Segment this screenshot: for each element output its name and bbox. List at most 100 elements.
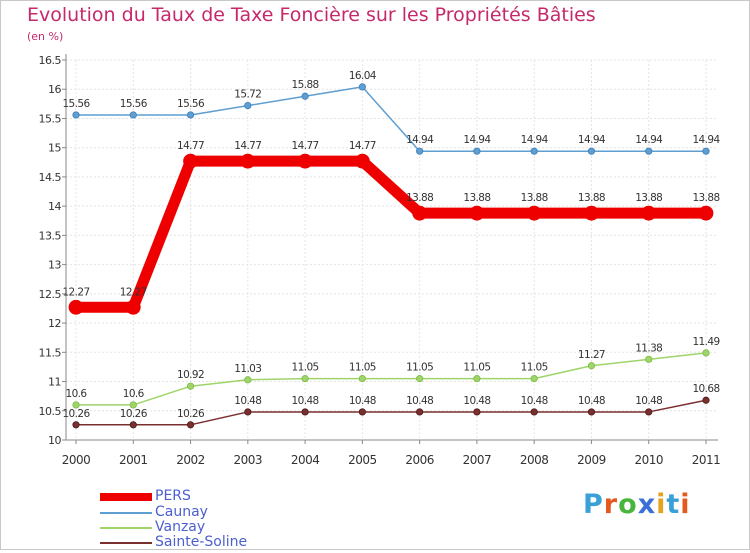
- data-point-sainte-soline: [702, 396, 710, 404]
- data-point-caunay: [244, 102, 252, 110]
- data-point-vanzay: [186, 382, 195, 390]
- data-label-sainte-soline: 10.26: [177, 408, 205, 420]
- logo-letter: t: [666, 489, 681, 520]
- data-point-vanzay: [416, 375, 424, 383]
- data-label-caunay: 14.94: [692, 134, 720, 146]
- data-point-vanzay: [129, 401, 137, 409]
- data-label-sainte-soline: 10.48: [349, 395, 376, 407]
- data-point-caunay: [186, 111, 195, 119]
- legend-label-caunay: Caunay: [155, 504, 208, 520]
- data-label-vanzay: 11.05: [292, 362, 319, 374]
- data-label-caunay: 15.56: [177, 98, 205, 110]
- xtick-label: 2000: [62, 453, 91, 467]
- xtick-label: 2005: [348, 453, 377, 467]
- legend-label-vanzay: Vanzay: [155, 519, 206, 535]
- logo-letter: x: [637, 489, 657, 520]
- data-label-sainte-soline: 10.68: [692, 383, 719, 395]
- data-point-sainte-soline: [301, 408, 309, 416]
- data-point-sainte-soline: [358, 408, 366, 416]
- data-label-vanzay: 11.05: [349, 362, 376, 374]
- legend-label-pers: PERS: [155, 488, 191, 504]
- ytick-label: 14: [48, 200, 61, 213]
- ytick-label: 10.5: [39, 405, 62, 418]
- ytick-label: 11: [48, 376, 61, 389]
- data-point-pers: [183, 153, 198, 169]
- xtick-label: 2006: [405, 453, 434, 467]
- data-point-pers: [526, 205, 542, 221]
- data-point-caunay: [587, 147, 596, 155]
- data-point-caunay: [301, 92, 309, 100]
- data-point-sainte-soline: [186, 421, 195, 429]
- data-point-sainte-soline: [645, 408, 653, 416]
- ytick-label: 13.5: [39, 229, 62, 242]
- data-point-pers: [412, 205, 428, 221]
- ytick-label: 10: [48, 434, 61, 447]
- data-label-caunay: 14.94: [521, 134, 549, 146]
- data-label-sainte-soline: 10.48: [406, 395, 433, 407]
- data-label-pers: 13.88: [692, 192, 719, 204]
- ytick-label: 12.5: [39, 288, 62, 301]
- proxiti-logo: Proxiti: [583, 489, 691, 520]
- data-label-pers: 14.77: [292, 140, 319, 152]
- data-point-pers: [68, 299, 84, 315]
- data-point-caunay: [645, 147, 653, 155]
- data-label-pers: 13.88: [578, 192, 605, 204]
- data-label-pers: 12.27: [120, 286, 147, 298]
- data-point-caunay: [129, 111, 137, 119]
- chart-title: Evolution du Taux de Taxe Foncière sur l…: [27, 4, 596, 26]
- grid: [66, 59, 718, 441]
- axes: 10 10.5 11 11.5 12 12.5 13 13.5 14 14.5 15 15.5 16 16…: [39, 54, 721, 467]
- series-line-caunay: [75, 86, 707, 152]
- data-point-vanzay: [301, 375, 309, 383]
- xtick-label: 2010: [634, 453, 663, 467]
- data-point-pers: [354, 153, 370, 169]
- data-label-sainte-soline: 10.48: [521, 395, 548, 407]
- logo-letter: r: [603, 489, 619, 520]
- data-label-caunay: 14.94: [406, 134, 434, 146]
- legend-swatch-caunay: [100, 512, 152, 514]
- data-point-pers: [698, 205, 714, 221]
- series-line-sainte-soline: [75, 399, 707, 426]
- ytick-label: 16.5: [39, 54, 62, 67]
- data-point-sainte-soline: [473, 408, 481, 416]
- data-label-sainte-soline: 10.48: [635, 395, 662, 407]
- data-label-vanzay: 11.03: [234, 363, 261, 375]
- data-label-caunay: 15.72: [234, 89, 261, 101]
- data-point-pers: [125, 299, 141, 315]
- data-label-pers: 13.88: [635, 192, 662, 204]
- data-points: [68, 83, 714, 429]
- legend-swatch-vanzay: [100, 527, 152, 529]
- data-point-caunay: [358, 83, 366, 91]
- xtick-label: 2001: [119, 453, 148, 467]
- xtick-label: 2003: [234, 453, 263, 467]
- data-point-vanzay: [645, 355, 653, 363]
- data-point-vanzay: [244, 376, 252, 384]
- data-label-vanzay: 10.92: [177, 369, 204, 381]
- data-label-caunay: 15.88: [292, 79, 319, 91]
- data-label-pers: 14.77: [177, 140, 204, 152]
- data-point-sainte-soline: [530, 408, 538, 416]
- ytick-label: 12: [48, 317, 61, 330]
- xtick-label: 2004: [291, 453, 320, 467]
- ytick-label: 16: [48, 83, 61, 96]
- data-point-vanzay: [587, 362, 596, 370]
- data-point-vanzay: [473, 375, 481, 383]
- data-labels: 12.27 12.27 14.77 14.77 14.77 14.77 13.88 13.88…: [62, 70, 721, 420]
- data-point-pers: [641, 205, 657, 221]
- xtick-label: 2011: [692, 453, 721, 467]
- data-point-vanzay: [702, 349, 710, 357]
- data-label-pers: 13.88: [406, 192, 433, 204]
- series-line-pers: [70, 155, 712, 313]
- data-point-caunay: [72, 111, 80, 119]
- data-label-vanzay: 11.38: [635, 342, 662, 354]
- xtick-label: 2009: [577, 453, 606, 467]
- ytick-label: 15: [48, 142, 61, 155]
- chart-subtitle: (en %): [27, 30, 64, 43]
- ytick-label: 11.5: [39, 346, 62, 359]
- logo-letter: o: [618, 489, 638, 520]
- logo-letter: i: [656, 489, 667, 520]
- data-point-caunay: [530, 147, 538, 155]
- ytick-label: 15.5: [39, 112, 62, 125]
- data-label-vanzay: 11.05: [521, 362, 548, 374]
